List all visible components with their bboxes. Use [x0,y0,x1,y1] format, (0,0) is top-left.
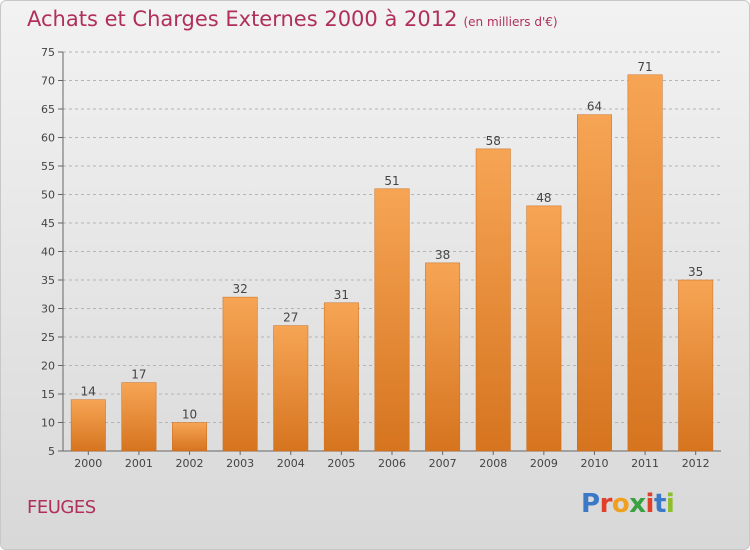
x-tick-label: 2005 [327,457,355,470]
bar-2005 [323,302,359,452]
value-label: 38 [435,248,450,262]
value-labels: 14 17 10 32 27 31 51 38 58 48 64 71 35 [81,60,704,422]
x-tick-label: 2000 [74,457,102,470]
proxiti-logo[interactable]: Proxiti [581,489,675,519]
y-tick-label: 35 [41,274,55,287]
bar-2010 [577,114,612,452]
bar-2007 [425,262,461,452]
logo-letter: P [581,489,600,519]
value-label: 64 [587,100,602,114]
y-tick-label: 50 [41,189,55,202]
chart-title: Achats et Charges Externes 2000 à 2012 (e… [27,7,558,31]
bar-2004 [273,325,309,452]
value-label: 48 [536,191,551,205]
y-tick-label: 30 [41,303,55,316]
bar-2008 [475,148,511,452]
x-tick-label: 2009 [530,457,558,470]
bar-2000 [70,399,106,452]
bar-2009 [526,205,562,452]
x-tick-label: 2010 [580,457,608,470]
x-tick-label: 2003 [226,457,254,470]
logo-letter: i [665,489,675,519]
y-tick-label: 15 [41,388,55,401]
value-label: 32 [233,282,248,296]
value-label: 35 [688,265,703,279]
y-tick-label: 45 [41,217,55,230]
logo-letter: i [645,489,655,519]
logo-letter: t [653,489,666,519]
y-tick-label: 5 [48,445,55,458]
x-tick-label: 2012 [682,457,710,470]
x-tick-label: 2006 [378,457,406,470]
chart-title-text: Achats et Charges Externes 2000 à 2012 [27,7,458,31]
axes: 5 10 15 20 25 30 35 40 45 50 55 60 65 70 75 2000 2001 200… [41,46,721,470]
value-label: 14 [81,385,96,399]
value-label: 51 [384,174,399,188]
y-tick-label: 10 [41,417,55,430]
place-label: FEUGES [27,497,96,518]
bar-2012 [678,279,714,452]
x-tick-label: 2004 [277,457,305,470]
y-tick-label: 20 [41,360,55,373]
value-label: 10 [182,408,197,422]
value-label: 31 [334,288,349,302]
y-tick-label: 70 [41,75,55,88]
x-tick-label: 2007 [429,457,457,470]
bar-2002 [172,422,207,452]
value-label: 71 [637,60,652,74]
value-label: 27 [283,311,298,325]
bar-2003 [222,296,258,452]
y-tick-label: 55 [41,160,55,173]
logo-letter: o [611,489,630,519]
bar-2006 [374,188,410,452]
logo-letter: x [629,489,646,519]
logo-letter: r [599,489,613,519]
bar-2001 [121,382,157,452]
y-tick-label: 75 [41,46,55,59]
y-tick-label: 40 [41,246,55,259]
y-tick-label: 25 [41,331,55,344]
y-tick-label: 60 [41,132,55,145]
x-tick-label: 2002 [176,457,204,470]
x-tick-label: 2001 [125,457,153,470]
bar-2011 [627,74,663,452]
value-label: 58 [486,134,501,148]
value-label: 17 [131,368,146,382]
y-tick-label: 65 [41,103,55,116]
bars [70,74,714,452]
x-tick-label: 2011 [631,457,659,470]
x-tick-label: 2008 [479,457,507,470]
chart-subtitle: (en milliers d'€) [463,15,558,29]
